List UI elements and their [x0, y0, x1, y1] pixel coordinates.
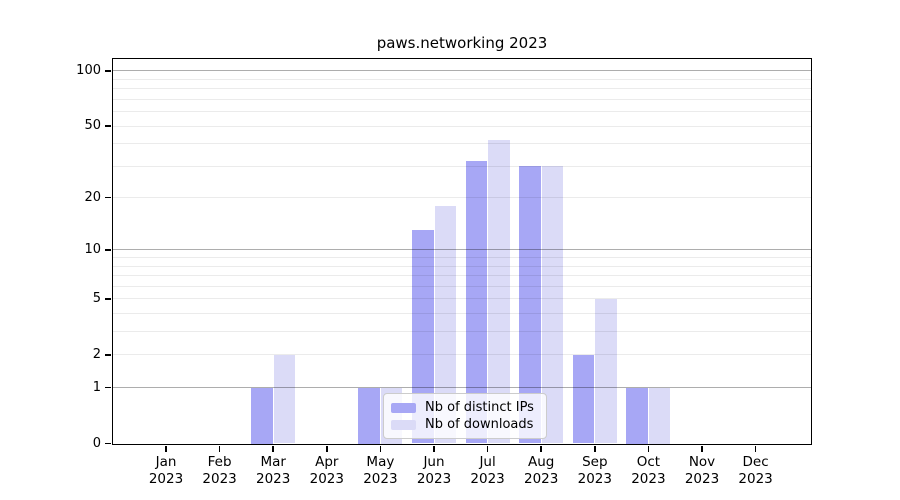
grid-layer — [113, 59, 811, 444]
bar-downloads-jun — [434, 205, 456, 444]
y-tick-label-100: 100 — [76, 62, 101, 78]
x-tick-label-mar: Mar 2023 — [256, 454, 291, 487]
x-tick-mark-jan — [165, 446, 167, 452]
gridline-5 — [113, 298, 811, 300]
legend: Nb of distinct IPs Nb of downloads — [383, 393, 547, 439]
legend-item-distinct-ips: Nb of distinct IPs — [391, 399, 537, 416]
gridline-60 — [113, 111, 811, 113]
legend-item-downloads: Nb of downloads — [391, 416, 537, 433]
y-tick-label-2: 2 — [92, 346, 101, 362]
gridline-70 — [113, 98, 811, 100]
gridline-80 — [113, 88, 811, 90]
y-tick-label-0: 0 — [92, 435, 101, 451]
y-tick-mark-10 — [105, 249, 111, 251]
legend-label-downloads: Nb of downloads — [425, 417, 534, 432]
y-tick-label-1: 1 — [92, 379, 101, 395]
x-tick-label-oct: Oct 2023 — [631, 454, 666, 487]
bar-downloads-mar — [273, 354, 296, 444]
gridline-3 — [113, 331, 811, 333]
y-tick-label-20: 20 — [84, 189, 101, 205]
bar-distinct-ips-jul — [465, 161, 488, 444]
x-tick-mark-oct — [647, 446, 650, 452]
y-tick-mark-100 — [105, 70, 111, 72]
x-tick-mark-may — [379, 446, 382, 452]
x-tick-label-jan: Jan 2023 — [148, 454, 184, 487]
gridline-20 — [113, 197, 811, 199]
y-tick-label-50: 50 — [84, 118, 101, 134]
x-tick-mark-apr — [326, 446, 328, 452]
y-tick-mark-20 — [105, 196, 111, 199]
y-tick-label-5: 5 — [92, 290, 101, 306]
bar-distinct-ips-may — [358, 387, 380, 444]
gridline-9 — [113, 257, 811, 259]
gridline-2 — [113, 354, 811, 356]
legend-rows: Nb of distinct IPs Nb of downloads — [391, 399, 537, 433]
y-tick-mark-50 — [105, 125, 111, 127]
gridline-90 — [113, 78, 811, 80]
legend-label-distinct-ips: Nb of distinct IPs — [425, 400, 534, 415]
bar-downloads-oct — [648, 387, 671, 444]
x-tick-mark-nov — [701, 446, 703, 452]
x-tick-label-apr: Apr 2023 — [309, 454, 344, 487]
bar-distinct-ips-mar — [251, 387, 273, 444]
x-tick-label-jun: Jun 2023 — [416, 454, 452, 487]
y-tick-mark-0 — [105, 442, 111, 445]
bar-downloads-aug — [541, 166, 564, 444]
bar-distinct-ips-sep — [572, 354, 595, 444]
x-tick-label-jul: Jul 2023 — [470, 454, 505, 487]
x-tick-mark-feb — [218, 446, 221, 452]
y-tick-mark-1 — [105, 386, 111, 389]
gridline-100 — [113, 70, 811, 72]
x-tick-mark-jun — [433, 446, 435, 452]
x-tick-mark-mar — [272, 446, 274, 452]
plot-area: 0 1 2 5 10 20 50 100 Jan 2023 Feb 2023 Mar 2023 Apr… — [76, 58, 812, 487]
x-tick-label-nov: Nov 2023 — [684, 454, 720, 487]
gridline-1 — [113, 387, 811, 388]
gridline-10 — [113, 249, 811, 251]
bar-distinct-ips-aug — [519, 166, 541, 444]
x-tick-label-feb: Feb 2023 — [202, 454, 237, 487]
gridline-30 — [113, 165, 811, 167]
y-tick-label-10: 10 — [84, 241, 101, 257]
x-tick-mark-aug — [540, 446, 542, 452]
x-tick-label-may: May 2023 — [363, 454, 398, 487]
bar-distinct-ips-oct — [626, 387, 648, 444]
bar-downloads-jul — [488, 139, 510, 444]
legend-swatch-distinct-ips — [391, 402, 416, 413]
gridline-4 — [113, 313, 811, 315]
gridline-7 — [113, 275, 811, 277]
x-tick-label-dec: Dec 2023 — [738, 454, 773, 487]
x-tick-mark-dec — [754, 446, 757, 452]
axis-layer: 0 1 2 5 10 20 50 100 Jan 2023 Feb 2023 Mar 2023 Apr… — [76, 59, 811, 487]
gridline-6 — [113, 285, 811, 287]
x-tick-mark-jul — [486, 446, 489, 452]
x-tick-mark-sep — [594, 446, 596, 452]
y-tick-mark-5 — [105, 298, 111, 300]
x-tick-label-aug: Aug 2023 — [524, 454, 559, 487]
chart-title: paws.networking 2023 — [376, 34, 548, 52]
x-tick-label-sep: Sep 2023 — [577, 454, 612, 487]
bar-downloads-sep — [595, 298, 617, 444]
y-tick-mark-2 — [105, 354, 111, 356]
gridline-40 — [113, 143, 811, 145]
bar-distinct-ips-jun — [412, 230, 434, 444]
gridline-8 — [113, 265, 811, 267]
legend-swatch-downloads — [391, 419, 416, 430]
gridline-50 — [113, 125, 811, 127]
